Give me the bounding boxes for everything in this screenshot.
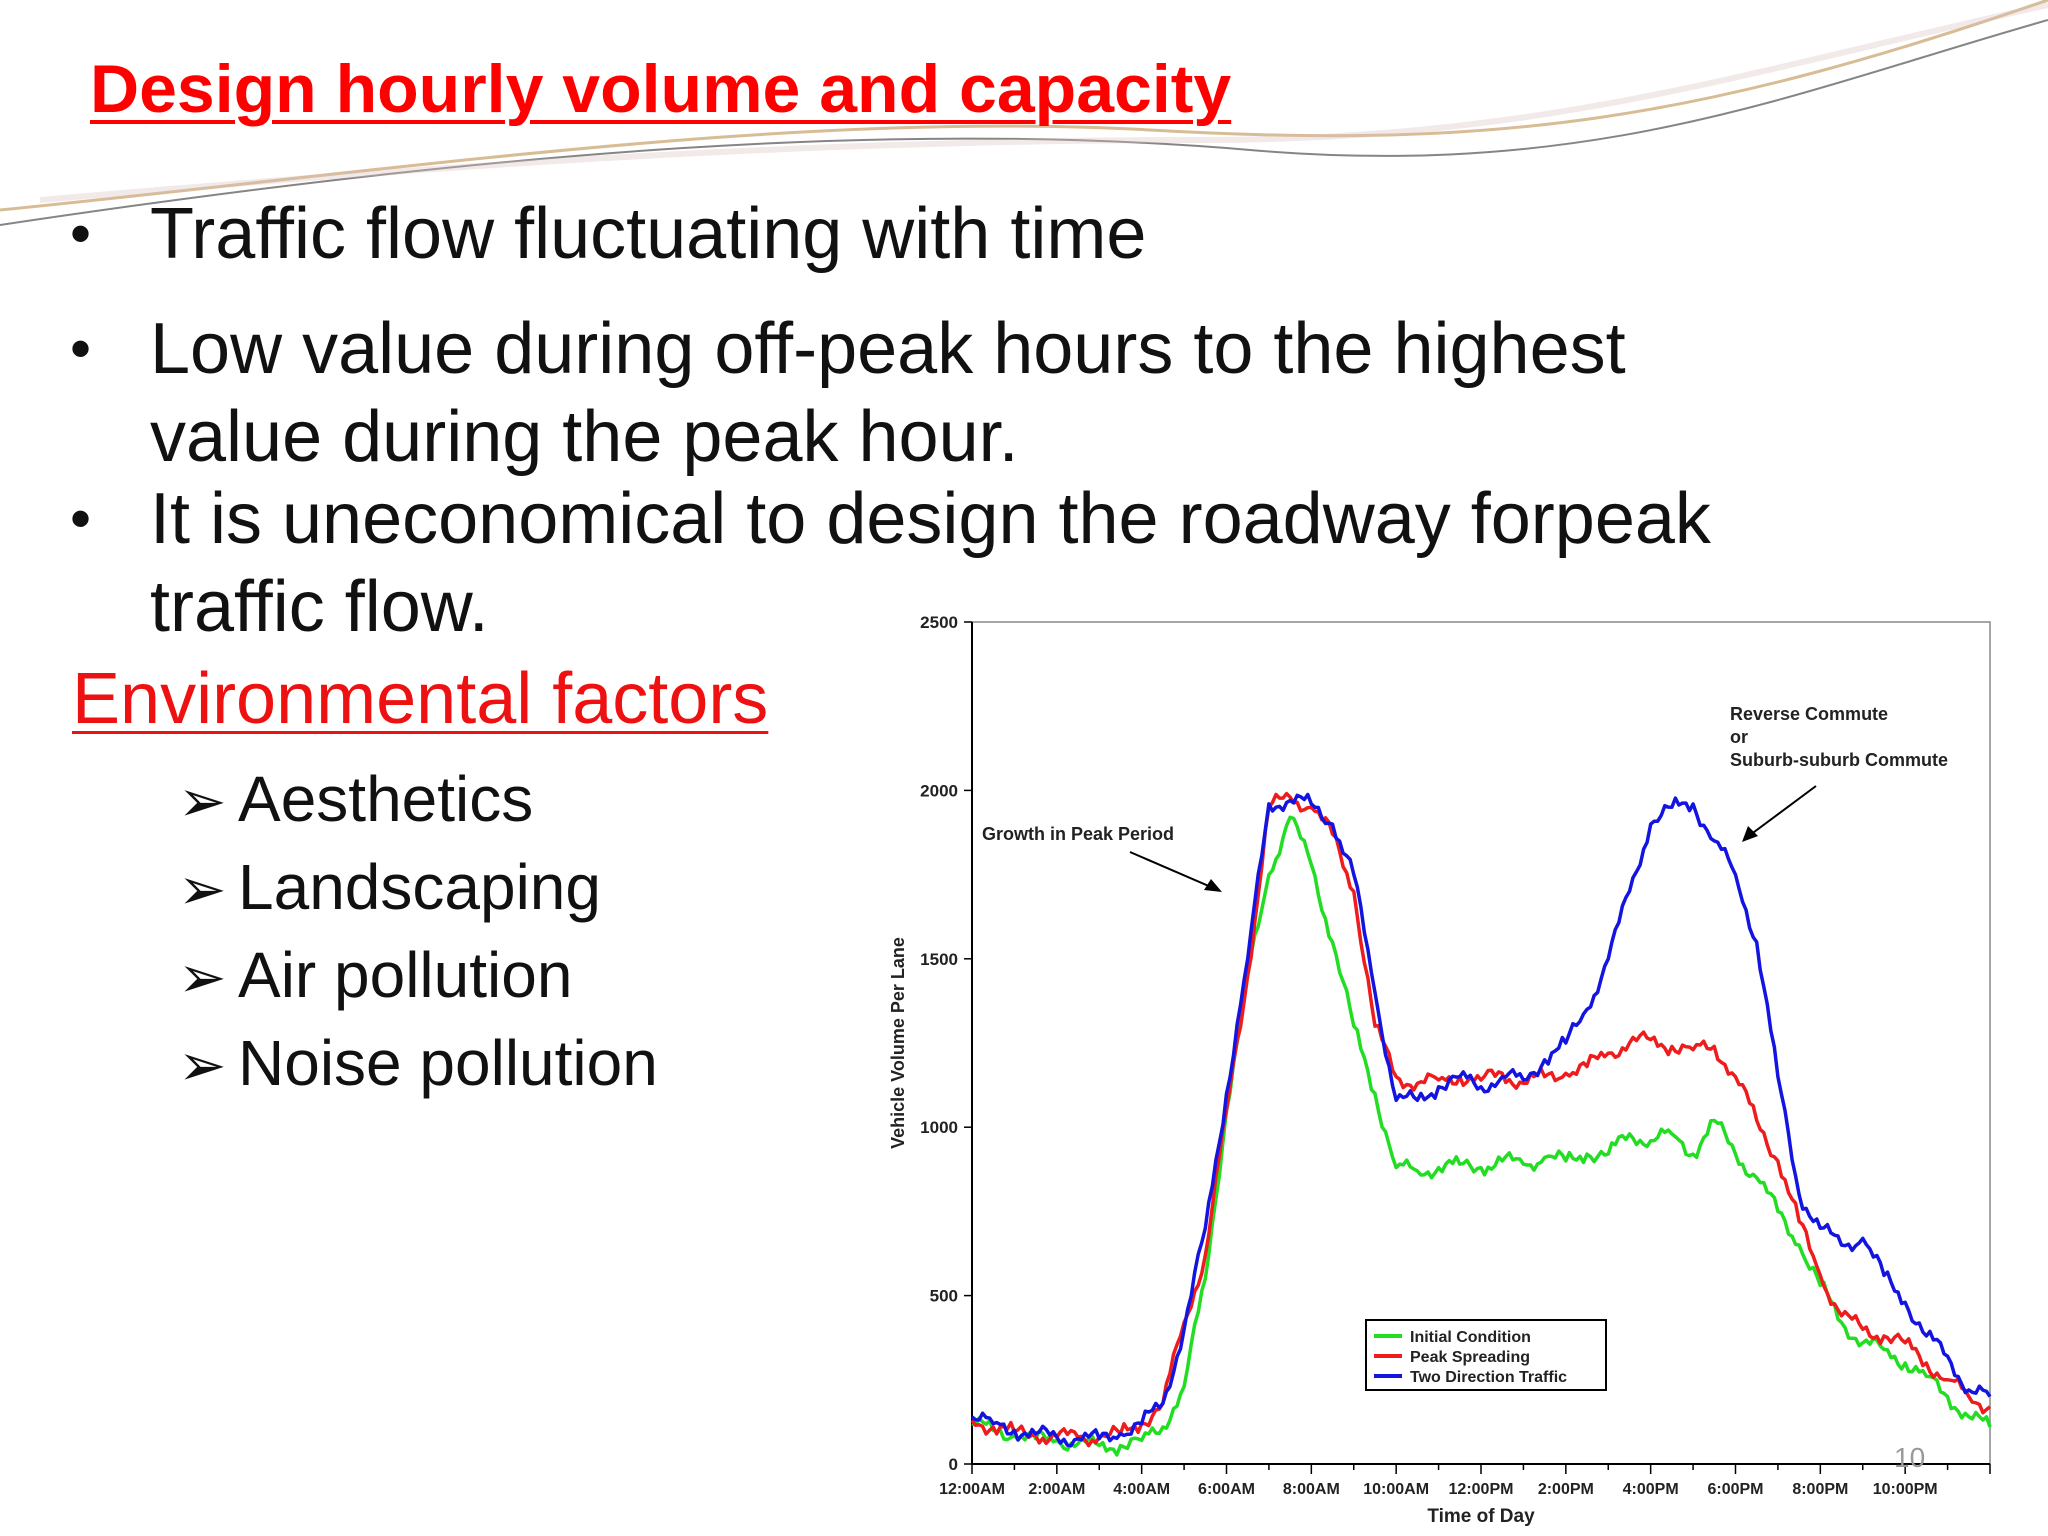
annotation-arrow-line <box>1129 851 1219 891</box>
arrow-bullet-icon: ➢ <box>178 769 227 834</box>
sub-item-text: Noise pollution <box>238 1027 658 1099</box>
sub-item-text: Landscaping <box>238 851 601 923</box>
x-tick-label: 12:00AM <box>939 1481 1005 1498</box>
bullet-text: It is uneconomical to design the roadway… <box>150 479 1711 647</box>
x-tick-label: 2:00PM <box>1538 1481 1594 1498</box>
y-tick-label: 1000 <box>920 1118 958 1137</box>
annotation-arrow-head <box>1204 879 1222 892</box>
x-tick-label: 8:00AM <box>1283 1481 1340 1498</box>
arrow-bullet-icon: ➢ <box>178 857 227 922</box>
legend-label: Two Direction Traffic <box>1410 1369 1567 1386</box>
annotation-or: or <box>1730 727 1748 747</box>
x-tick-label: 12:00PM <box>1449 1481 1514 1498</box>
sub-item: ➢ Landscaping <box>178 850 601 924</box>
slide-number: 10 <box>1894 1442 1926 1473</box>
annotation-reverse-commute: Reverse Commute <box>1730 704 1888 724</box>
y-tick-label: 500 <box>930 1287 958 1306</box>
bullet-dot: • <box>70 200 92 267</box>
y-tick-label: 2500 <box>920 613 958 632</box>
x-tick-label: 10:00PM <box>1873 1481 1938 1498</box>
y-axis-label: Vehicle Volume Per Lane <box>888 937 908 1149</box>
x-tick-label: 2:00AM <box>1028 1481 1085 1498</box>
sub-item: ➢ Noise pollution <box>178 1026 658 1100</box>
sub-item-text: Aesthetics <box>238 763 534 835</box>
annotation-arrow-line <box>1745 785 1817 839</box>
legend-label: Initial Condition <box>1410 1329 1531 1346</box>
slide-title: Design hourly volume and capacity <box>90 51 1232 127</box>
sub-item: ➢ Aesthetics <box>178 762 533 836</box>
bullet-item: • It is uneconomical to design the roadw… <box>70 475 1850 651</box>
bullet-text: Traffic flow fluctuating with time <box>150 194 1147 274</box>
bullet-item: • Low value during off-peak hours to the… <box>70 305 1800 481</box>
arrow-bullet-icon: ➢ <box>178 945 227 1010</box>
x-tick-label: 8:00PM <box>1792 1481 1848 1498</box>
x-tick-label: 6:00PM <box>1707 1481 1763 1498</box>
decorative-swoosh <box>0 0 2048 226</box>
x-tick-label: 4:00PM <box>1623 1481 1679 1498</box>
legend-box <box>1365 1319 1607 1391</box>
annotation-arrow-head <box>1742 826 1758 842</box>
x-tick-label: 4:00AM <box>1113 1481 1170 1498</box>
series-line-two-direction-traffic <box>970 792 1992 1448</box>
arrow-bullet-icon: ➢ <box>178 1033 227 1098</box>
bullet-dot: • <box>70 315 92 382</box>
x-tick-label: 6:00AM <box>1198 1481 1255 1498</box>
annotation-suburb-commute: Suburb-suburb Commute <box>1730 750 1948 770</box>
section-heading: Environmental factors <box>72 659 769 739</box>
bullet-item: • Traffic flow fluctuating with time <box>70 190 1147 278</box>
annotation-growth-peak: Growth in Peak Period <box>982 824 1174 844</box>
series-line-initial-condition <box>971 815 1992 1457</box>
x-tick-label: 10:00AM <box>1363 1481 1429 1498</box>
y-tick-label: 2000 <box>920 781 958 800</box>
y-tick-label: 0 <box>949 1455 958 1474</box>
sub-item: ➢ Air pollution <box>178 938 572 1012</box>
traffic-volume-chart: 0 500 1000 1500 2000 2500 12:00AM 2:00AM 4:00AM 6… <box>888 613 1992 1527</box>
sub-item-text: Air pollution <box>238 939 573 1011</box>
bullet-dot: • <box>70 485 92 552</box>
bullet-text: Low value during off-peak hours to the h… <box>150 309 1626 477</box>
x-axis-label: Time of Day <box>1427 1506 1535 1527</box>
legend-label: Peak Spreading <box>1410 1349 1530 1366</box>
y-tick-label: 1500 <box>920 950 958 969</box>
